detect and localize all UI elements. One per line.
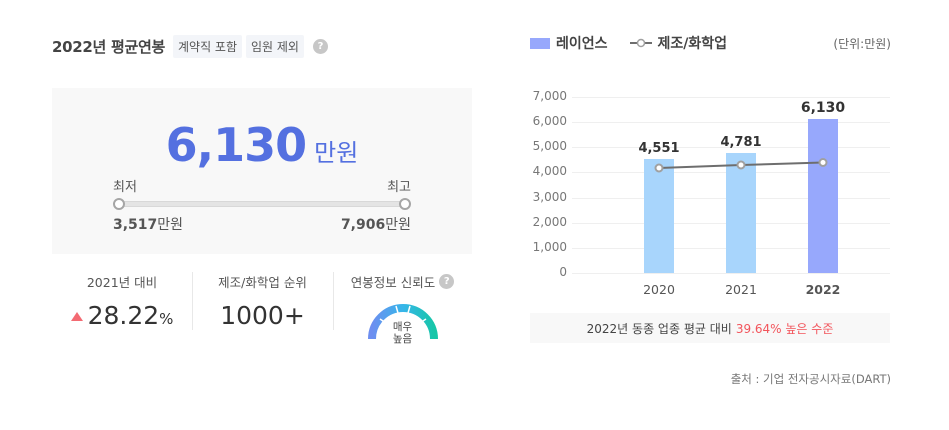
min-knob [113, 198, 125, 210]
page-title: 2022년 평균연봉 [52, 37, 165, 56]
gauge-text: 매우 높음 [366, 321, 440, 345]
title-row: 2022년 평균연봉 계약직 포함 임원 제외 ? [52, 34, 328, 58]
bar-2022[interactable] [808, 119, 838, 273]
industry-comparison: 2022년 동종 업종 평균 대비 39.64% 높은 수준 [530, 313, 890, 343]
legend-bar-swatch-icon [530, 37, 550, 49]
min-label: 최저 [113, 180, 137, 195]
min-value-unit: 만원 [157, 217, 184, 233]
question-circle-icon[interactable]: ? [312, 38, 328, 54]
x-axis-line [572, 273, 890, 274]
gauge-text-line2: 높음 [392, 333, 413, 345]
yoy-stat: 2021년 대비 28.22% [62, 272, 182, 330]
rank-label: 제조/화학업 순위 [218, 275, 307, 290]
y-tick: 2,000 [532, 215, 567, 229]
bar-label-2021: 4,781 [720, 135, 762, 150]
stat-divider [333, 272, 334, 330]
x-tick-2022: 2022 [805, 282, 841, 297]
question-circle-icon[interactable]: ? [439, 274, 455, 289]
y-tick: 6,000 [532, 114, 567, 128]
tag-executives-excluded: 임원 제외 [246, 34, 304, 58]
chart-legend: 레이언스 제조/화학업 [530, 33, 727, 53]
gridline [572, 147, 890, 148]
average-salary-unit: 만원 [314, 139, 359, 167]
reliability-gauge: 매우 높음 [366, 297, 440, 345]
average-salary-value: 6,130 [165, 118, 308, 172]
max-value-number: 7,906 [340, 217, 386, 233]
yoy-suffix: % [159, 310, 174, 328]
industry-line-series [654, 158, 828, 173]
x-tick-2021: 2021 [725, 282, 757, 297]
average-salary: 6,130 만원 [52, 118, 472, 172]
gauge-text-line1: 매우 [392, 321, 413, 333]
legend-line-marker-icon [629, 38, 652, 48]
y-tick: 1,000 [532, 240, 567, 254]
yoy-label: 2021년 대비 [86, 275, 158, 290]
gridline [572, 122, 890, 123]
reliability-label-row: 연봉정보 신뢰도 ? [340, 272, 465, 291]
max-value-unit: 만원 [385, 217, 411, 233]
reliability-stat: 연봉정보 신뢰도 ? 매우 높음 [340, 272, 465, 345]
x-tick-2020: 2020 [643, 282, 675, 297]
gauge-arc-icon [367, 304, 438, 340]
triangle-up-icon [70, 312, 83, 321]
gridline [572, 97, 890, 98]
y-tick: 4,000 [532, 164, 567, 178]
rank-value: 1000+ [220, 301, 305, 330]
reliability-label: 연봉정보 신뢰도 [350, 275, 436, 290]
yoy-value: 28.22 [87, 301, 160, 330]
max-label: 최고 [387, 180, 411, 195]
min-value: 3,517만원 [113, 214, 183, 234]
bar-2021[interactable] [726, 153, 756, 273]
chart-unit: (단위:만원) [833, 37, 891, 51]
bar-label-2020: 4,551 [638, 141, 680, 156]
salary-range-track [118, 201, 406, 207]
legend-company: 레이언스 [556, 36, 608, 52]
source-note: 출처 : 기업 전자공시자료(DART) [730, 372, 891, 386]
y-tick: 7,000 [532, 89, 567, 103]
y-tick: 0 [559, 265, 567, 279]
max-knob [399, 198, 411, 210]
comparison-prefix: 2022년 동종 업종 평균 대비 [586, 321, 732, 336]
min-value-number: 3,517 [113, 217, 158, 233]
tag-contract-included: 계약직 포함 [172, 34, 242, 58]
rank-stat: 제조/화학업 순위 1000+ [200, 272, 325, 330]
bar-2020[interactable] [644, 159, 674, 273]
bar-label-2022: 6,130 [800, 100, 846, 116]
stat-divider [192, 272, 193, 330]
average-salary-card: 6,130 만원 최저 최고 3,517만원 7,906만원 [52, 88, 472, 254]
y-tick: 3,000 [532, 190, 567, 204]
max-value: 7,906만원 [341, 214, 411, 234]
legend-industry: 제조/화학업 [657, 36, 728, 52]
y-tick: 5,000 [532, 139, 567, 153]
yoy-value-row: 28.22% [62, 301, 182, 330]
comparison-highlight: 39.64% 높은 수준 [735, 321, 834, 336]
